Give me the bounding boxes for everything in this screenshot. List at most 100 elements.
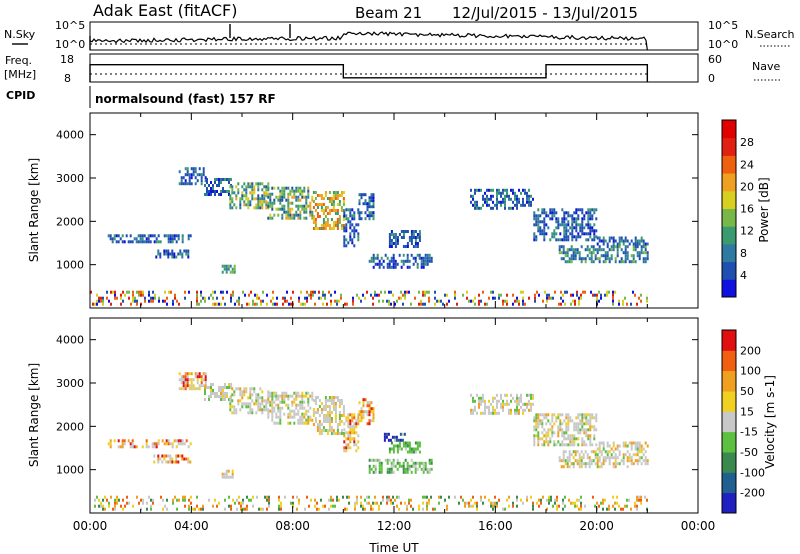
data-cell [140,293,142,297]
data-cell [328,399,331,402]
data-cell [353,217,356,221]
data-cell [588,257,591,261]
data-cell [543,428,546,432]
data-cell [261,402,264,406]
data-cell [422,461,425,465]
data-cell [356,501,358,505]
data-cell [194,507,196,511]
data-cell [390,256,393,260]
data-cell [142,290,144,294]
data-cell [580,260,583,264]
velocity-ylabel: Slant Range [km] [27,363,41,467]
data-cell [320,194,323,197]
data-cell [644,462,647,466]
data-cell [175,240,178,244]
data-cell [555,226,558,230]
data-cell [239,200,242,204]
data-cell [616,444,619,448]
data-cell [166,302,168,306]
data-cell [334,402,337,405]
data-cell [265,191,268,195]
data-cell [406,464,409,468]
data-cell [285,403,288,407]
data-cell [268,498,270,502]
data-cell [316,501,318,505]
data-cell [249,203,252,207]
data-cell [565,443,568,447]
data-cell [539,220,542,224]
data-cell [569,434,572,438]
data-cell [534,299,536,303]
data-cell [395,438,398,442]
data-cell [340,296,342,300]
data-cell [198,372,201,376]
data-cell [626,450,629,454]
data-cell [303,210,306,214]
data-cell [532,402,534,406]
data-cell [192,387,195,391]
data-cell [288,302,290,306]
data-cell [482,501,484,505]
data-cell [184,179,187,183]
data-cell [314,498,316,502]
data-cell [297,204,300,208]
data-cell [634,501,636,505]
data-cell [366,422,369,426]
data-cell [345,449,348,453]
nsky-strip-frame [89,21,699,51]
data-cell [422,265,425,269]
data-cell [342,414,345,417]
data-cell [291,213,294,217]
data-cell [386,501,388,505]
data-cell [204,378,207,382]
data-cell [312,191,315,194]
data-cell [171,252,174,256]
data-cell [302,302,304,306]
data-cell [330,504,332,508]
data-cell [293,213,296,217]
data-cell [330,200,333,203]
data-cell [364,211,367,215]
data-cell [330,396,333,399]
data-cell [360,196,363,200]
data-cell [528,393,530,397]
data-cell [547,428,550,432]
data-cell [358,214,361,218]
data-cell [606,444,609,448]
data-cell [135,445,138,449]
data-cell [208,498,210,502]
data-cell [187,255,190,259]
data-cell [268,495,270,499]
data-cell [281,204,284,208]
data-cell [542,495,544,499]
data-cell [216,178,218,181]
data-cell [547,431,550,435]
data-cell [482,393,484,397]
data-cell [273,201,276,205]
data-cell [502,507,504,511]
data-cell [636,441,639,445]
data-cell [420,256,423,260]
data-cell [624,441,627,445]
data-cell [581,422,584,426]
data-cell [642,251,645,255]
data-cell [354,507,356,511]
power-data-cells [90,167,649,306]
data-cell [412,464,415,468]
data-cell [360,504,362,508]
data-cell [589,428,592,432]
data-cell [277,195,280,199]
data-cell [182,498,184,502]
data-cell [628,456,631,460]
data-cell [422,470,425,474]
data-cell [303,406,306,410]
data-cell [261,396,264,400]
data-cell [482,203,484,207]
beam-label: Beam 21 [355,4,422,22]
data-cell [430,461,433,465]
data-cell [573,226,576,230]
data-cell [581,440,584,444]
data-cell [300,290,302,294]
data-cell [630,507,632,511]
data-cell [414,464,417,468]
